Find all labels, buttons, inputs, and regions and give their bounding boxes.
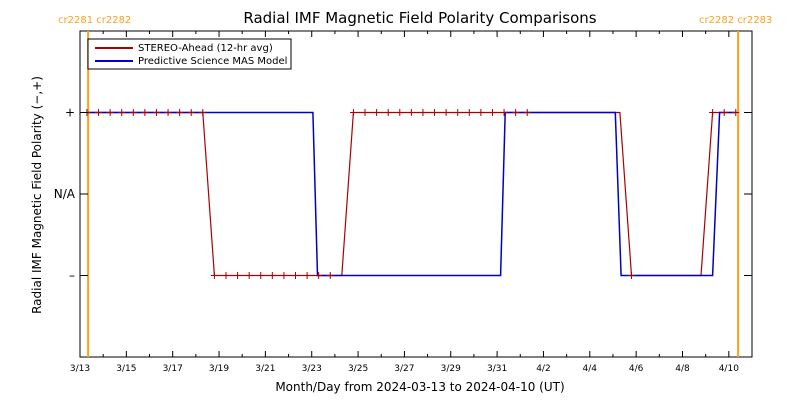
stereo-marker bbox=[454, 109, 462, 116]
x-axis-label: Month/Day from 2024-03-13 to 2024-04-10 … bbox=[275, 380, 564, 394]
stereo-marker bbox=[164, 109, 172, 116]
stereo-marker bbox=[628, 272, 636, 279]
stereo-marker bbox=[373, 109, 381, 116]
y-tick-label: + bbox=[65, 106, 75, 120]
plot-frame bbox=[79, 30, 753, 358]
stereo-marker bbox=[361, 109, 369, 116]
stereo-marker bbox=[720, 109, 728, 116]
carrington-lines bbox=[87, 31, 740, 357]
series-layer bbox=[83, 109, 740, 279]
x-tick-label: 4/4 bbox=[583, 364, 598, 374]
stereo-marker bbox=[709, 109, 717, 116]
stereo-marker bbox=[419, 109, 427, 116]
legend-label-mas: Predictive Science MAS Model bbox=[138, 56, 287, 67]
stereo-marker bbox=[210, 272, 218, 279]
stereo-marker bbox=[523, 109, 531, 116]
x-tick-label: 4/2 bbox=[536, 364, 550, 374]
x-tick-label: 3/13 bbox=[70, 364, 90, 374]
plot-area bbox=[79, 30, 753, 358]
carrington-marker-label-right: cr2282 cr2283 bbox=[699, 15, 772, 26]
stereo-marker bbox=[95, 109, 103, 116]
legend-label-stereo: STEREO-Ahead (12-hr avg) bbox=[138, 43, 273, 54]
x-tick-label: 3/17 bbox=[163, 364, 183, 374]
carrington-marker-label-left: cr2281 cr2282 bbox=[58, 15, 131, 26]
y-axis-label: Radial IMF Magnetic Field Polarity (−,+) bbox=[30, 76, 44, 314]
x-tick-label: 4/10 bbox=[719, 364, 739, 374]
y-tick-label: N/A bbox=[54, 187, 76, 201]
stereo-marker bbox=[500, 109, 508, 116]
stereo-marker bbox=[245, 272, 253, 279]
stereo-marker bbox=[477, 109, 485, 116]
stereo-marker bbox=[396, 109, 404, 116]
stereo-marker bbox=[106, 109, 114, 116]
stereo-marker bbox=[152, 109, 160, 116]
stereo-marker bbox=[407, 109, 415, 116]
x-tick-label: 3/25 bbox=[348, 364, 368, 374]
legend: STEREO-Ahead (12-hr avg) Predictive Scie… bbox=[87, 38, 292, 70]
stereo-marker bbox=[257, 272, 265, 279]
x-tick-label: 4/8 bbox=[675, 364, 690, 374]
stereo-marker bbox=[141, 109, 149, 116]
stereo-marker bbox=[512, 109, 520, 116]
chart-title: Radial IMF Magnetic Field Polarity Compa… bbox=[243, 9, 596, 27]
stereo-marker bbox=[431, 109, 439, 116]
x-axis: 3/13 3/15 3/17 3/19 3/21 3/23 3/25 3/27 3/29 3/31… bbox=[70, 31, 739, 374]
stereo-marker bbox=[349, 109, 357, 116]
stereo-marker bbox=[488, 109, 496, 116]
x-tick-label: 3/21 bbox=[255, 364, 275, 374]
x-tick-label: 3/15 bbox=[116, 364, 136, 374]
x-tick-label: 3/23 bbox=[302, 364, 322, 374]
stereo-marker bbox=[303, 272, 311, 279]
x-tick-label: 4/6 bbox=[629, 364, 644, 374]
stereo-marker bbox=[315, 272, 323, 279]
legend-box bbox=[87, 38, 292, 70]
x-tick-label: 3/31 bbox=[487, 364, 507, 374]
x-tick-label: 3/27 bbox=[394, 364, 414, 374]
stereo-marker bbox=[222, 272, 230, 279]
stereo-marker bbox=[118, 109, 126, 116]
series-stereo-line bbox=[87, 111, 736, 277]
stereo-marker bbox=[187, 109, 195, 116]
series-mas-line bbox=[88, 111, 737, 277]
stereo-marker bbox=[268, 272, 276, 279]
x-tick-label: 3/29 bbox=[441, 364, 461, 374]
stereo-marker bbox=[384, 109, 392, 116]
x-tick-label: 3/19 bbox=[209, 364, 229, 374]
stereo-marker bbox=[292, 272, 300, 279]
stereo-marker bbox=[732, 109, 740, 116]
stereo-marker bbox=[465, 109, 473, 116]
stereo-marker bbox=[326, 272, 334, 279]
stereo-marker bbox=[280, 272, 288, 279]
stereo-marker bbox=[234, 272, 242, 279]
stereo-marker bbox=[442, 109, 450, 116]
stereo-marker bbox=[199, 109, 207, 116]
y-tick-label: – bbox=[69, 269, 75, 283]
stereo-marker bbox=[129, 109, 137, 116]
stereo-marker bbox=[176, 109, 184, 116]
y-axis: + N/A – bbox=[54, 106, 752, 283]
